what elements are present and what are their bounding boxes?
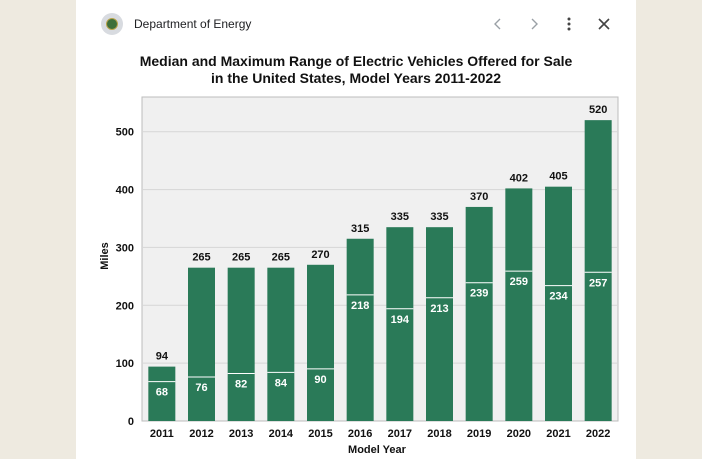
y-axis-title: Miles — [99, 242, 111, 270]
x-tick-label: 2020 — [507, 428, 531, 440]
bar-max — [505, 188, 533, 421]
median-value-label: 234 — [549, 291, 568, 303]
forward-arrow-icon[interactable] — [522, 12, 546, 36]
max-value-label: 270 — [311, 249, 329, 261]
x-axis-title: Model Year — [348, 444, 407, 456]
header-bar: Department of Energy — [76, 0, 636, 50]
bar-max — [307, 264, 334, 421]
max-value-label: 335 — [391, 211, 409, 223]
max-value-label: 335 — [430, 211, 448, 223]
bar-max — [426, 227, 453, 421]
x-tick-label: 2021 — [546, 428, 570, 440]
y-tick-label: 300 — [116, 242, 134, 254]
y-tick-label: 0 — [128, 416, 134, 428]
y-tick-label: 200 — [116, 300, 134, 312]
median-value-label: 82 — [235, 379, 247, 391]
max-value-label: 265 — [232, 252, 250, 264]
bar-chart: 0 100 200 300 400 500 94 68 2011 265 76 2012 265 82 20… — [99, 96, 619, 456]
x-tick-label: 2014 — [269, 428, 294, 440]
x-tick-label: 2018 — [427, 428, 451, 440]
median-value-label: 194 — [391, 314, 410, 326]
median-value-label: 68 — [156, 387, 168, 399]
max-value-label: 265 — [192, 252, 210, 264]
x-tick-label: 2019 — [467, 428, 491, 440]
x-tick-label: 2013 — [229, 428, 253, 440]
max-value-label: 405 — [549, 171, 567, 183]
chart-title: Median and Maximum Range of Electric Veh… — [76, 53, 636, 87]
bars — [148, 120, 612, 422]
max-value-label: 94 — [156, 351, 169, 363]
x-tick-label: 2012 — [189, 428, 213, 440]
doe-logo — [101, 13, 123, 35]
median-value-label: 84 — [275, 377, 288, 389]
more-options-icon[interactable] — [557, 12, 581, 36]
y-tick-label: 500 — [116, 127, 134, 139]
site-name: Department of Energy — [134, 17, 252, 31]
max-value-label: 265 — [272, 252, 290, 264]
labels: 0 100 200 300 400 500 94 68 2011 265 76 2012 265 82 20… — [116, 104, 611, 440]
max-value-label: 370 — [470, 191, 488, 203]
bar-max — [545, 186, 572, 421]
dialog-card: Department of Energy Median and Maximum … — [76, 0, 636, 459]
x-tick-label: 2016 — [348, 428, 372, 440]
median-value-label: 76 — [195, 382, 207, 394]
x-tick-label: 2011 — [150, 428, 174, 440]
bar-max — [227, 267, 255, 421]
median-value-label: 218 — [351, 300, 369, 312]
bar-max — [386, 227, 414, 421]
median-value-label: 259 — [510, 276, 528, 288]
bar-max — [188, 267, 215, 421]
chart-title-line2: in the United States, Model Years 2011-2… — [211, 70, 501, 86]
bar-max — [148, 366, 176, 421]
median-value-label: 90 — [314, 374, 326, 386]
close-icon[interactable] — [592, 12, 616, 36]
max-value-label: 520 — [589, 104, 607, 116]
median-value-label: 213 — [430, 303, 448, 315]
gridlines — [141, 96, 619, 422]
max-value-label: 315 — [351, 223, 369, 235]
x-tick-label: 2022 — [586, 428, 610, 440]
chart-title-line1: Median and Maximum Range of Electric Veh… — [139, 53, 573, 69]
bar-max — [465, 206, 493, 421]
x-tick-label: 2017 — [388, 428, 412, 440]
max-value-label: 402 — [510, 172, 528, 184]
y-tick-label: 100 — [116, 358, 134, 370]
bar-max — [584, 120, 612, 422]
median-value-label: 239 — [470, 288, 488, 300]
back-arrow-icon[interactable] — [486, 12, 510, 36]
bar-max — [346, 238, 374, 421]
x-tick-label: 2015 — [308, 428, 332, 440]
median-value-label: 257 — [589, 277, 607, 289]
bar-max — [267, 267, 295, 421]
plot-area — [141, 96, 619, 422]
y-tick-label: 400 — [116, 185, 134, 197]
